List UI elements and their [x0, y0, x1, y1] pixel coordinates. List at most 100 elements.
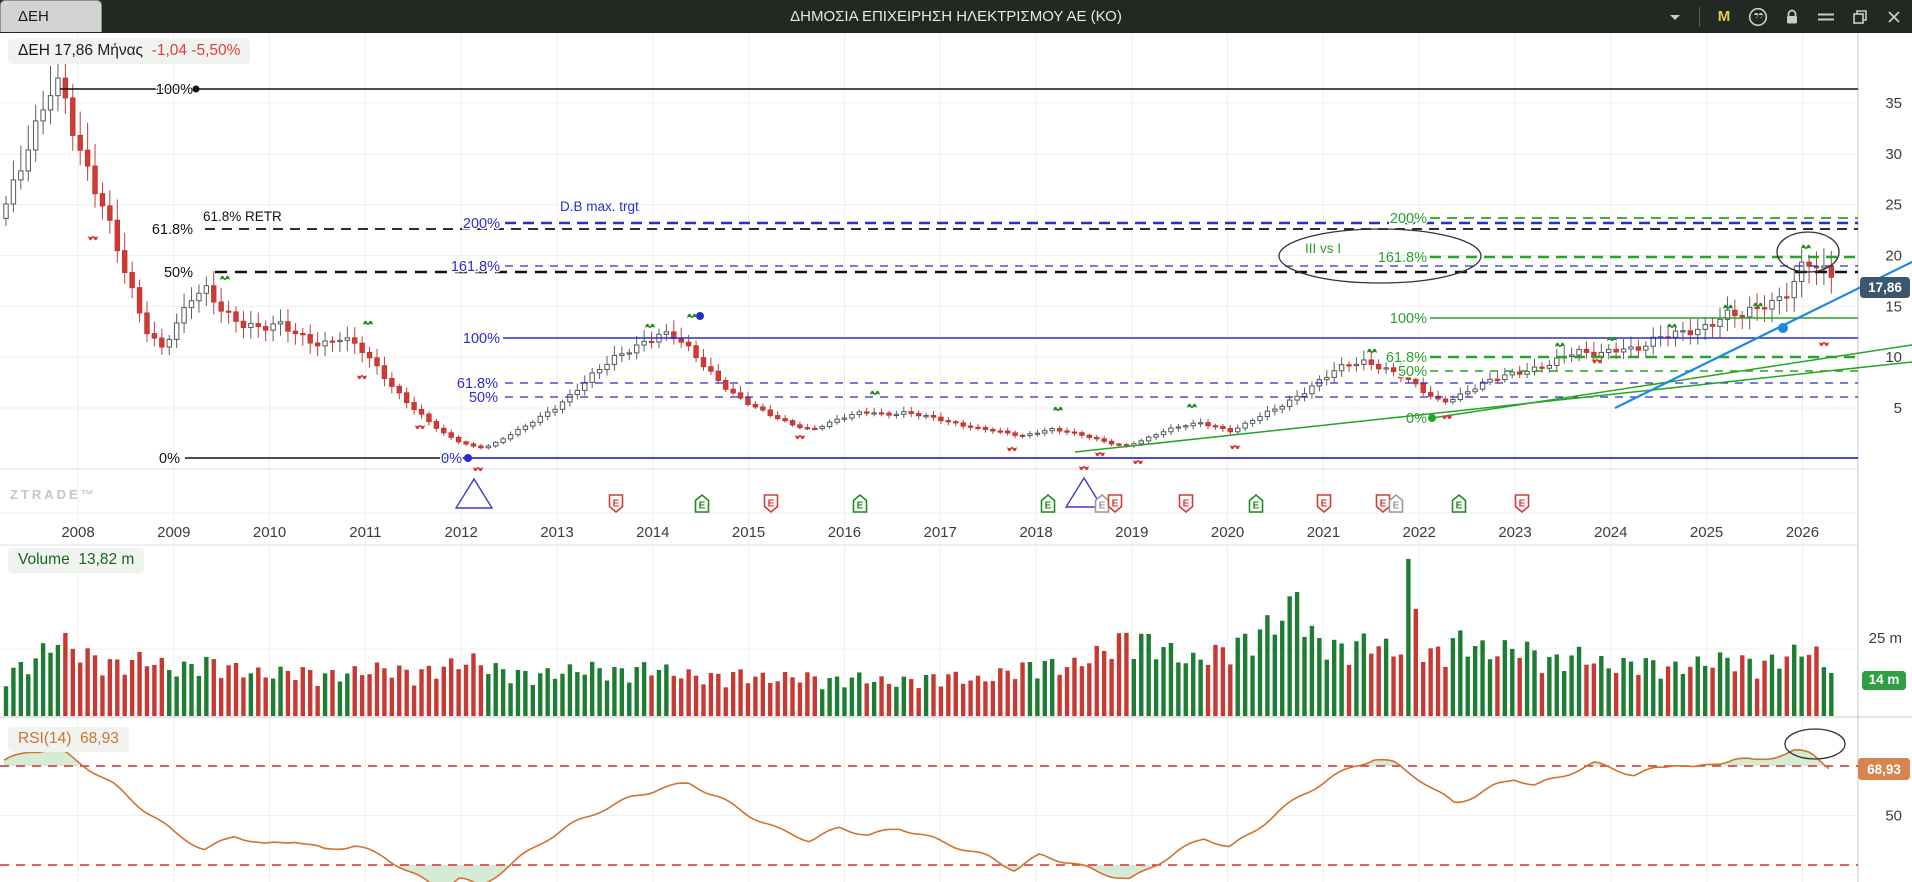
- volume-bar: [11, 667, 16, 716]
- quote-last: 17,86: [54, 42, 93, 59]
- menu-hamburger-icon[interactable]: [1816, 7, 1836, 27]
- candle-body: [25, 149, 31, 172]
- volume-bar: [619, 668, 625, 716]
- volume-bar: [975, 675, 981, 716]
- candle-body: [1175, 426, 1182, 429]
- ellipse-rsi-peak[interactable]: [1784, 728, 1846, 760]
- volume-bar: [107, 659, 113, 716]
- candle-body: [448, 432, 454, 438]
- event-e-icon[interactable]: E: [1388, 493, 1404, 513]
- volume-bar: [552, 678, 558, 716]
- volume-bar: [1094, 645, 1099, 716]
- fib-level-label: 61.8%: [457, 376, 498, 392]
- volume-bar: [189, 664, 194, 716]
- event-e-icon[interactable]: E: [1375, 494, 1391, 514]
- price-tick-label: 35: [1885, 95, 1902, 112]
- volume-bar: [359, 675, 365, 716]
- symbol-tab[interactable]: ΔΕΗ: [0, 0, 102, 32]
- price-tick-label: 5: [1894, 400, 1902, 417]
- volume-bar: [1732, 671, 1738, 716]
- year-tick-label: 2023: [1498, 524, 1531, 541]
- candle-body: [403, 392, 410, 404]
- candle-body: [552, 408, 558, 413]
- candle-body: [1628, 346, 1634, 350]
- anchor-dot[interactable]: [1428, 414, 1436, 422]
- candle-body: [1079, 432, 1085, 436]
- rsi-indicator-pill[interactable]: RSI(14) 68,93: [8, 727, 129, 752]
- candle-body: [604, 363, 610, 371]
- candle-body: [1197, 422, 1204, 425]
- candles-layer: [3, 45, 1835, 450]
- candle-body: [292, 330, 299, 335]
- volume-bar: [167, 670, 172, 716]
- event-e-icon[interactable]: E: [1514, 494, 1530, 514]
- event-e-icon[interactable]: E: [763, 494, 779, 514]
- triangle-2019-low[interactable]: [1064, 476, 1104, 508]
- volume-indicator-pill[interactable]: Volume 13,82 m: [8, 548, 145, 573]
- candle-body: [1479, 381, 1486, 390]
- event-e-icon[interactable]: E: [1040, 493, 1056, 513]
- candle-body: [774, 415, 781, 420]
- last-volume-badge: 14 m: [1862, 671, 1906, 690]
- candle-body: [1472, 388, 1478, 393]
- quotes-icon[interactable]: [1748, 7, 1768, 27]
- volume-bar: [1524, 641, 1530, 716]
- triangle-2012-low[interactable]: [454, 477, 494, 509]
- volume-bar: [449, 658, 454, 716]
- close-icon[interactable]: [1884, 7, 1904, 27]
- candle-body: [596, 369, 603, 374]
- volume-bar: [812, 676, 817, 716]
- volume-bar: [671, 675, 676, 716]
- anchor-dot[interactable]: [1778, 323, 1788, 333]
- anchor-dot[interactable]: [464, 454, 472, 462]
- ellipse-III-vs-I[interactable]: [1278, 228, 1482, 284]
- volume-bar: [1139, 633, 1144, 716]
- candle-body: [537, 415, 543, 423]
- candle-body: [760, 406, 766, 411]
- chevron-down-icon[interactable]: [1665, 7, 1685, 27]
- candle-body: [166, 338, 172, 348]
- event-e-icon[interactable]: E: [852, 493, 868, 513]
- candle-body: [1502, 374, 1508, 381]
- event-e-icon[interactable]: E: [1107, 494, 1123, 514]
- volume-bar: [40, 643, 46, 716]
- anchor-dot[interactable]: [192, 85, 200, 93]
- volume-bar: [820, 689, 825, 716]
- green-support-long[interactable]: [1074, 361, 1912, 453]
- fib-retracement-2008[interactable]: 100% 61.8% 61.8% RETR 50% 0%: [60, 81, 1858, 469]
- ellipse-price-peak[interactable]: [1776, 231, 1840, 273]
- event-e-icon-shape: [763, 494, 779, 514]
- volume-bar: [434, 678, 439, 716]
- candle-body: [938, 416, 944, 422]
- event-e-icon[interactable]: E: [1178, 494, 1194, 514]
- fib-extension-2022[interactable]: 200% 161.8% 100% 61.8%50% 0%: [1376, 210, 1858, 429]
- volume-bar: [1361, 633, 1367, 716]
- candle-body: [1071, 431, 1078, 434]
- event-e-icon[interactable]: E: [694, 493, 710, 513]
- volume-bar: [256, 667, 261, 716]
- volume-bar: [1428, 648, 1433, 716]
- candle-body: [233, 311, 239, 322]
- event-e-icon[interactable]: E: [1248, 493, 1264, 513]
- candle-body: [1717, 318, 1723, 327]
- candle-body: [1338, 364, 1345, 372]
- volume-bar: [152, 664, 157, 716]
- green-support-from-0pct[interactable]: [1431, 344, 1912, 419]
- candle-body: [611, 354, 618, 365]
- candle-body: [1413, 378, 1419, 385]
- lock-icon[interactable]: [1782, 7, 1802, 27]
- volume-bar: [938, 686, 944, 716]
- anchor-dot[interactable]: [696, 312, 704, 320]
- candle-body: [507, 434, 514, 440]
- menu-m-button[interactable]: M: [1717, 8, 1731, 25]
- candle-body: [1442, 398, 1449, 403]
- candle-body: [1761, 307, 1768, 310]
- event-e-icon[interactable]: E: [1451, 493, 1467, 513]
- event-e-icon[interactable]: E: [608, 494, 624, 514]
- event-e-icon[interactable]: E: [1316, 494, 1332, 514]
- restore-window-icon[interactable]: [1850, 7, 1870, 27]
- ztrade-watermark: ZTRADE™: [10, 487, 97, 502]
- volume-bar: [1591, 663, 1597, 716]
